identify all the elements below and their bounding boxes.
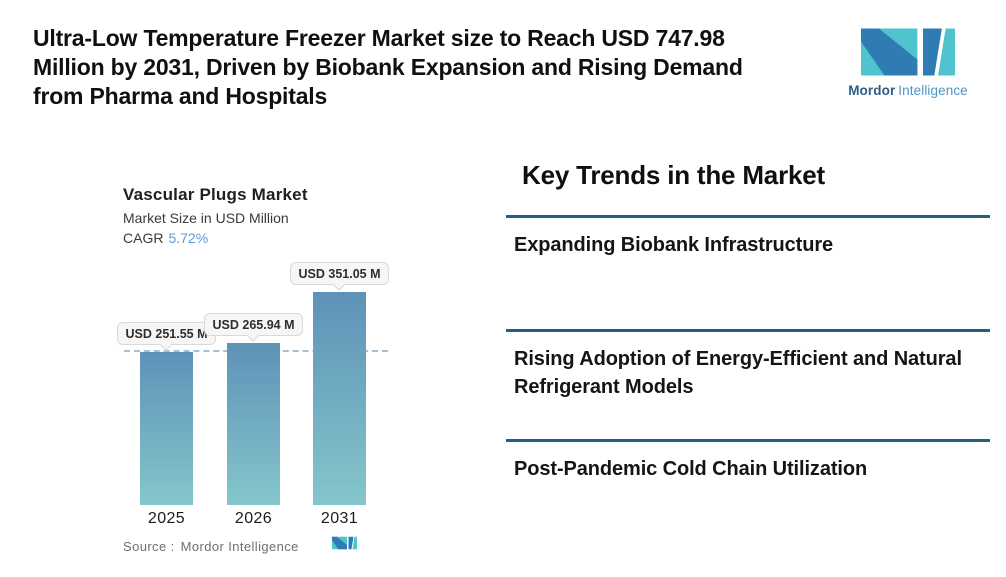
chart-cagr: CAGR 5.72% (123, 230, 208, 246)
mi-logo-mark-icon (861, 28, 955, 76)
x-axis-label: 2031 (320, 510, 359, 527)
chart-plot: USD 251.55 M 2025 USD 265.94 M 2026 USD 351.… (116, 258, 394, 543)
bar-value-label: USD 265.94 M (203, 313, 304, 336)
bar-value-label: USD 351.05 M (289, 262, 390, 285)
chart-source: Source : Mordor Intelligence (123, 539, 299, 554)
trend-item-3: Post-Pandemic Cold Chain Utilization (506, 439, 990, 483)
trend-divider (506, 329, 990, 332)
page-title: Ultra-Low Temperature Freezer Market siz… (33, 24, 863, 111)
bar-group-2031: USD 351.05 M 2031 (289, 258, 390, 543)
trend-item-2: Rising Adoption of Energy-Efficient and … (506, 329, 990, 401)
brand-name-secondary: Intelligence (898, 83, 968, 98)
bar (313, 292, 366, 505)
page-title-line-3: from Pharma and Hospitals (33, 83, 328, 109)
mi-logo-mark-small-icon (332, 536, 357, 550)
bar-group-2025: USD 251.55 M 2025 (116, 258, 217, 543)
brand-wordmark: Mordor Intelligence (848, 83, 968, 98)
trends-heading: Key Trends in the Market (522, 160, 825, 190)
bar (140, 352, 193, 505)
chart-subtitle: Market Size in USD Million (123, 210, 289, 226)
bar (227, 343, 280, 505)
trend-divider (506, 215, 990, 218)
mordor-intelligence-logo: Mordor Intelligence (848, 28, 968, 98)
source-label: Source : (123, 539, 175, 554)
trend-item-1: Expanding Biobank Infrastructure (506, 215, 990, 259)
bar-value-label: USD 251.55 M (116, 322, 217, 345)
bar-group-2026: USD 265.94 M 2026 (203, 258, 304, 543)
page-title-line-2: Million by 2031, Driven by Biobank Expan… (33, 54, 743, 80)
cagr-value: 5.72% (168, 230, 209, 246)
chart-footer-logo (332, 536, 357, 555)
source-value: Mordor Intelligence (180, 539, 299, 554)
trend-label: Post-Pandemic Cold Chain Utilization (514, 457, 868, 480)
x-axis-label: 2025 (147, 510, 186, 527)
x-axis-label: 2026 (234, 510, 273, 527)
page-title-line-1: Ultra-Low Temperature Freezer Market siz… (33, 25, 725, 51)
brand-name-primary: Mordor (848, 83, 896, 98)
cagr-label: CAGR (123, 230, 164, 246)
chart-title: Vascular Plugs Market (123, 185, 308, 204)
trend-label: Rising Adoption of Energy-Efficient and … (514, 347, 962, 398)
trend-divider (506, 439, 990, 442)
trend-label: Expanding Biobank Infrastructure (514, 233, 834, 256)
